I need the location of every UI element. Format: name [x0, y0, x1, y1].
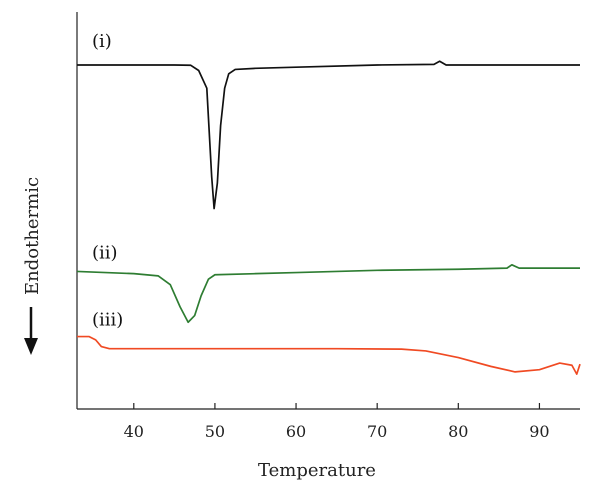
x-tick-label: 60 — [286, 422, 306, 441]
series-label-1: (i) — [92, 31, 112, 52]
series-label-3: (iii) — [92, 310, 123, 331]
x-tick-label: 70 — [367, 422, 387, 441]
x-tick-label: 40 — [124, 422, 144, 441]
series-label-2: (ii) — [92, 242, 118, 263]
x-tick-label: 50 — [205, 422, 225, 441]
series-line-2 — [76, 263, 580, 324]
series-line-3 — [77, 335, 581, 375]
x-tick-label: 90 — [529, 422, 549, 441]
x-tick-label: 80 — [448, 422, 468, 441]
curve-labels: (i) (ii) (iii) — [92, 31, 123, 331]
y-axis-title: Endothermic — [22, 177, 43, 295]
x-axis-title: Temperature — [258, 460, 376, 481]
series-line-1 — [77, 60, 580, 210]
curves — [76, 60, 581, 375]
axes — [76, 12, 580, 410]
down-arrow-icon — [24, 307, 38, 355]
x-ticks: 40 50 60 70 80 90 — [124, 403, 550, 441]
